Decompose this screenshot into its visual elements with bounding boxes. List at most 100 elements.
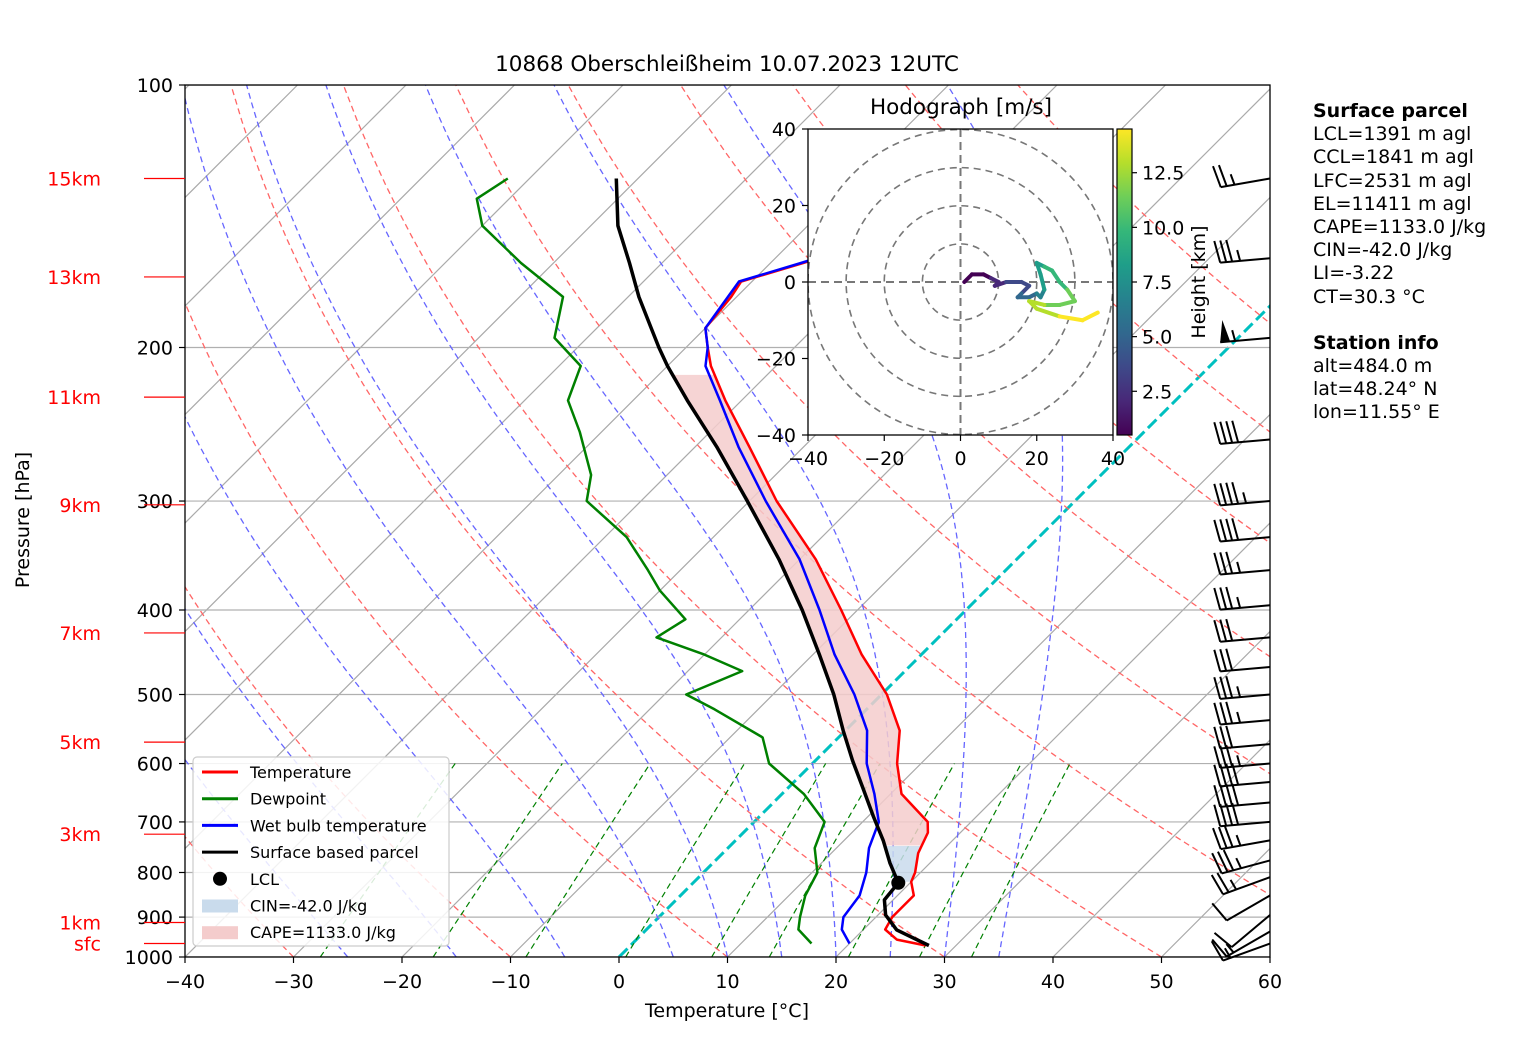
height-label: 11km (47, 387, 101, 409)
moist-adiabat (325, 85, 783, 957)
wind-barbs (1210, 164, 1271, 962)
wind-barb (1213, 551, 1271, 576)
longitude-line: lon=11.55° E (1313, 401, 1440, 424)
legend-label: CAPE=1133.0 J/kg (250, 923, 396, 942)
cin-area (884, 846, 922, 882)
series-line-3 (704, 177, 1023, 945)
hodograph-xtick-label: 20 (1025, 448, 1049, 470)
wind-barb (1213, 701, 1271, 726)
colorbar-tick-label: 12.5 (1142, 163, 1184, 185)
wind-barb (1211, 849, 1271, 875)
colorbar (1116, 128, 1133, 436)
colorbar-tick-label: 5.0 (1142, 327, 1172, 349)
li-line: LI=-3.22 (1313, 262, 1395, 285)
x-tick-label: 20 (824, 971, 848, 993)
colorbar-tick-label: 10.0 (1142, 217, 1184, 239)
colorbar-tick-label: 7.5 (1142, 272, 1172, 294)
moist-adiabat (424, 85, 837, 957)
x-tick-label: −20 (382, 971, 422, 993)
hodograph-ytick-label: 20 (772, 196, 796, 218)
y-tick-label: 1000 (125, 947, 173, 969)
ct-line: CT=30.3 °C (1313, 285, 1425, 308)
hodograph-xtick-label: −20 (864, 448, 904, 470)
latitude-line: lat=48.24° N (1313, 378, 1438, 401)
series-line-2 (475, 177, 826, 945)
legend-label: Surface based parcel (250, 843, 419, 862)
lfc-line: LFC=2531 m agl (1313, 169, 1472, 192)
y-tick-label: 800 (137, 862, 173, 884)
wind-barb (1220, 320, 1271, 344)
wind-barb (1213, 420, 1271, 445)
wind-barb (1213, 518, 1271, 543)
wind-barb (1213, 648, 1271, 673)
hodograph-xtick-label: 40 (1101, 448, 1125, 470)
wind-barb (1210, 940, 1271, 962)
ccl-line: CCL=1841 m agl (1313, 146, 1474, 169)
height-label: 5km (59, 732, 101, 754)
y-tick-label: 200 (137, 337, 173, 359)
cin-line: CIN=-42.0 J/kg (1313, 239, 1453, 262)
mixing-ratio-line (970, 763, 1071, 957)
chart-title: 10868 Oberschleißheim 10.07.2023 12UTC (495, 52, 959, 77)
y-tick-label: 300 (137, 491, 173, 513)
isotherm-line (835, 522, 1270, 957)
wind-barb (1213, 675, 1271, 700)
legend-swatch (202, 899, 238, 913)
moist-adiabat (185, 415, 566, 957)
station-info-header: Station info (1313, 331, 1439, 354)
moist-adiabat (553, 85, 894, 957)
el-line: EL=11411 m agl (1313, 192, 1472, 215)
height-label: 1km (59, 913, 101, 935)
y-tick-label: 900 (137, 907, 173, 929)
isotherm-line (185, 85, 732, 633)
wind-barb (1212, 164, 1271, 189)
hodograph-xtick-label: 0 (954, 448, 966, 470)
height-label: sfc (74, 934, 101, 956)
wind-barb (1213, 783, 1271, 808)
moist-adiabat (185, 95, 674, 957)
x-tick-label: 10 (715, 971, 739, 993)
dry-adiabat (342, 85, 1162, 957)
isotherm-line (1052, 739, 1270, 957)
height-label: 7km (59, 623, 101, 645)
isotherm-line (185, 85, 841, 741)
hodograph-title: Hodograph [m/s] (870, 95, 1052, 120)
height-label: 13km (47, 267, 101, 289)
y-tick-label: 600 (137, 754, 173, 776)
isotherm-line (185, 85, 407, 307)
legend-swatch (202, 926, 238, 940)
lcl-line: LCL=1391 m agl (1313, 123, 1472, 146)
legend-swatch (213, 871, 227, 886)
hodograph-segment (1057, 299, 1077, 307)
wind-barb (1211, 930, 1271, 958)
wind-barb (1213, 725, 1271, 750)
hodograph-ytick-label: 40 (772, 119, 796, 141)
legend-box (192, 756, 450, 947)
x-tick-label: −10 (490, 971, 530, 993)
hodograph-segment (1057, 314, 1085, 323)
legend: Temperature Dewpoint Wet bulb temperature S… (192, 756, 450, 947)
cape-line: CAPE=1133.0 J/kg (1313, 216, 1487, 239)
dry-adiabat (185, 301, 728, 957)
x-tick-label: −30 (273, 971, 313, 993)
legend-label: CIN=-42.0 J/kg (250, 897, 367, 916)
cape-area (672, 374, 928, 846)
hodograph-segment (1080, 310, 1100, 323)
y-tick-label: 400 (137, 600, 173, 622)
mixing-ratio-line (432, 763, 563, 957)
y-ticks: 100 200 300 400 500 600 700 800 900 1000 (125, 75, 185, 969)
altitude-line: alt=484.0 m (1313, 355, 1433, 378)
wind-barb (1211, 894, 1271, 922)
hodograph-ytick-label: −40 (756, 425, 796, 447)
y-tick-label: 100 (137, 75, 173, 97)
mixing-ratio-line (918, 763, 1022, 957)
height-label: 15km (47, 168, 101, 190)
wind-barb (1213, 802, 1271, 828)
height-label: 3km (59, 824, 101, 846)
moist-adiabat (185, 607, 457, 957)
y-tick-label: 700 (137, 812, 173, 834)
moist-adiabat (723, 85, 967, 957)
x-ticks: −40 −30 −20 −10 0 10 20 30 40 50 60 (165, 957, 1282, 993)
y-tick-label: 500 (137, 685, 173, 707)
